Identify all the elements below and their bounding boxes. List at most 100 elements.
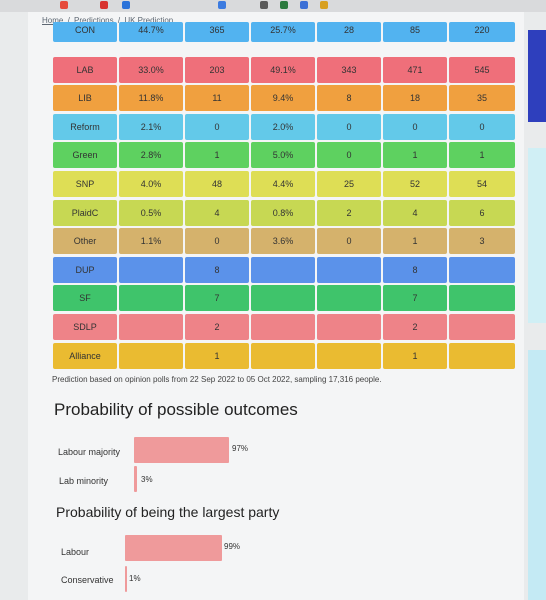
bookmark-icon[interactable] (320, 1, 328, 9)
table-cell: 471 (383, 56, 447, 83)
party-cell: DUP (53, 256, 117, 283)
table-row: Reform 2.1% 0 2.0% 0 0 0 (49, 113, 517, 143)
table-row: CON 44.7% 365 25.7% 28 85 220 (49, 22, 517, 57)
bookmark-icon[interactable] (280, 1, 288, 9)
table-cell: 35 (449, 85, 515, 112)
table-cell: 2 (383, 313, 447, 340)
party-cell: SDLP (53, 313, 117, 340)
prediction-table: CON 44.7% 365 25.7% 28 85 220 LAB 33.0% 203 49.1% 3… (49, 22, 517, 372)
largest-party-bar (125, 566, 127, 592)
table-row: LAB 33.0% 203 49.1% 343 471 545 (49, 56, 517, 86)
table-cell: 49.1% (251, 56, 315, 83)
table-cell (251, 256, 315, 283)
table-cell: 1 (185, 342, 249, 369)
table-cell: 0 (185, 228, 249, 255)
table-cell: 4.4% (251, 170, 315, 197)
table-cell: 2.1% (119, 113, 183, 140)
table-cell: 0 (383, 113, 447, 140)
table-cell: 28 (317, 22, 381, 42)
table-row: SF 7 7 (49, 285, 517, 314)
table-cell: 2 (185, 313, 249, 340)
bookmark-icon[interactable] (300, 1, 308, 9)
outcome-label: Labour majority (58, 447, 121, 457)
table-cell: 18 (383, 85, 447, 112)
largest-party-label: Conservative (61, 575, 114, 585)
side-panel-accent (528, 350, 546, 600)
outcome-value: 3% (141, 475, 153, 484)
table-cell (251, 313, 315, 340)
breadcrumb-predictions-link[interactable]: Predictions (74, 16, 114, 25)
outcome-bar (134, 437, 229, 463)
poll-note: Prediction based on opinion polls from 2… (52, 375, 382, 384)
table-cell: 1.1% (119, 228, 183, 255)
table-cell: 365 (185, 22, 249, 42)
table-cell: 0 (317, 142, 381, 169)
table-cell: 7 (383, 285, 447, 312)
table-cell (119, 285, 183, 312)
bookmark-icon[interactable] (122, 1, 130, 9)
outcome-label: Lab minority (59, 476, 109, 486)
bookmark-icon[interactable] (60, 1, 68, 9)
breadcrumb-separator: / (67, 16, 70, 25)
breadcrumb-current: UK Prediction (124, 16, 174, 25)
table-cell: 4.0% (119, 170, 183, 197)
table-cell (449, 285, 515, 312)
table-cell: 1 (383, 342, 447, 369)
party-cell: SNP (53, 170, 117, 197)
largest-party-label: Labour (61, 547, 90, 557)
table-cell: 0 (317, 228, 381, 255)
table-cell: 0 (449, 113, 515, 140)
party-cell: CON (53, 22, 117, 42)
table-cell: 1 (383, 228, 447, 255)
table-cell: 9.4% (251, 85, 315, 112)
bookmark-icon[interactable] (218, 1, 226, 9)
table-cell: 25 (317, 170, 381, 197)
table-row: SDLP 2 2 (49, 313, 517, 343)
table-cell: 2.0% (251, 113, 315, 140)
table-cell: 8 (317, 85, 381, 112)
party-cell: Other (53, 228, 117, 255)
table-cell: 8 (383, 256, 447, 283)
table-cell: 25.7% (251, 22, 315, 42)
table-cell: 2 (317, 199, 381, 226)
table-row: SNP 4.0% 48 4.4% 25 52 54 (49, 170, 517, 200)
party-cell: SF (53, 285, 117, 312)
party-cell: Reform (53, 113, 117, 140)
table-cell: 220 (449, 22, 515, 42)
table-cell (317, 342, 381, 369)
side-panel-accent (528, 30, 546, 122)
table-cell: 54 (449, 170, 515, 197)
bookmark-icon[interactable] (100, 1, 108, 9)
table-cell: 545 (449, 56, 515, 83)
outcome-bar (134, 466, 137, 492)
largest-party-bar (125, 535, 222, 561)
table-cell: 8 (185, 256, 249, 283)
party-cell: PlaidC (53, 199, 117, 226)
breadcrumb: Home / Predictions / UK Prediction (42, 16, 173, 25)
table-row: Alliance 1 1 (49, 342, 517, 372)
breadcrumb-home-link[interactable]: Home (42, 16, 64, 25)
side-panel-accent (528, 148, 546, 323)
largest-party-value: 1% (129, 574, 141, 583)
party-cell: LAB (53, 56, 117, 83)
table-cell (449, 342, 515, 369)
outcome-value: 97% (232, 444, 249, 453)
outcomes-heading: Probability of possible outcomes (54, 400, 298, 419)
largest-party-heading: Probability of being the largest party (56, 504, 280, 520)
table-cell (317, 285, 381, 312)
party-cell: Green (53, 142, 117, 169)
table-cell: 2.8% (119, 142, 183, 169)
table-cell: 11 (185, 85, 249, 112)
table-cell: 3.6% (251, 228, 315, 255)
bookmark-icon[interactable] (260, 1, 268, 9)
table-cell (449, 313, 515, 340)
table-cell: 52 (383, 170, 447, 197)
table-cell: 48 (185, 170, 249, 197)
table-cell (119, 342, 183, 369)
table-cell: 4 (185, 199, 249, 226)
table-cell: 3 (449, 228, 515, 255)
table-cell: 11.8% (119, 85, 183, 112)
table-cell: 203 (185, 56, 249, 83)
table-cell (317, 256, 381, 283)
table-row: Green 2.8% 1 5.0% 0 1 1 (49, 142, 517, 171)
